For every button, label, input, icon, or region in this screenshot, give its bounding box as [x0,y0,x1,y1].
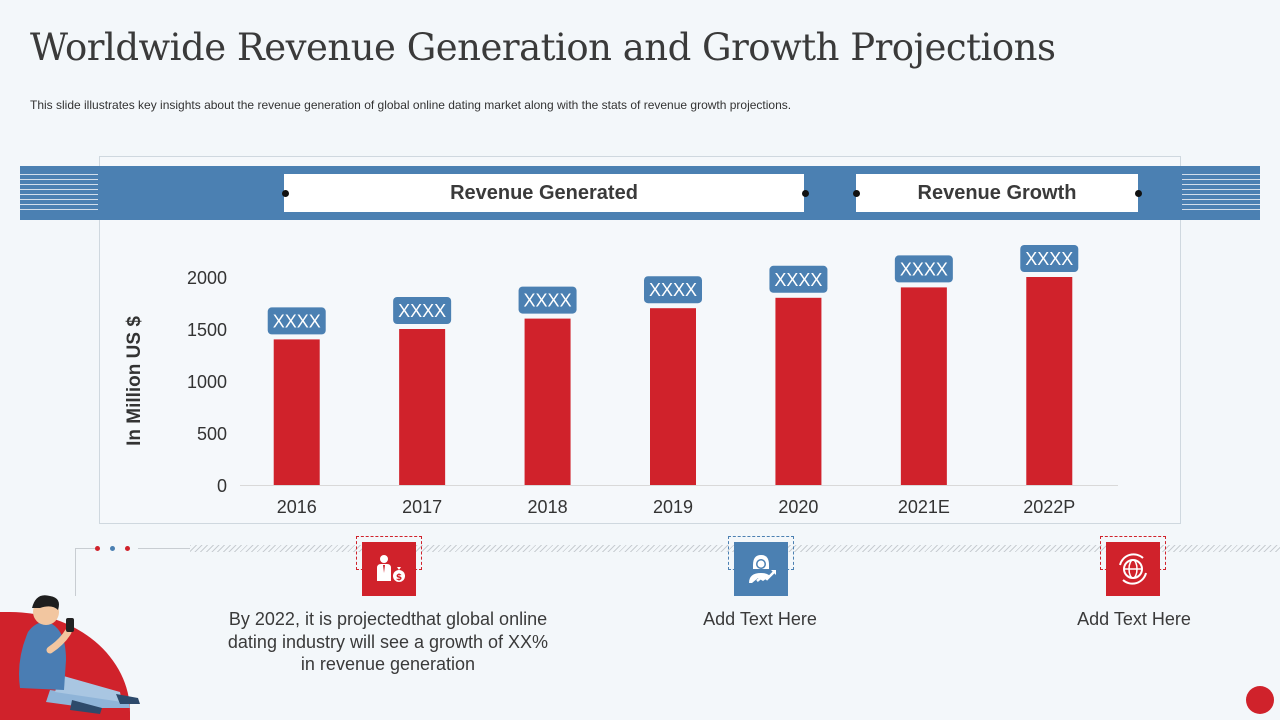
data-label: XXXX [774,270,822,290]
x-tick-label: 2016 [277,497,317,517]
connector-horizontal [75,548,95,549]
svg-text:$: $ [396,573,402,583]
data-label: XXXX [273,311,321,331]
decor-dot-red [95,546,100,551]
decor-dot-blue [110,546,115,551]
data-label: XXXX [524,291,572,311]
person-with-phone-illustration [19,595,140,714]
header-dot [853,190,860,197]
data-label-badge [894,255,953,283]
y-tick-label: 1000 [187,372,227,392]
data-label: XXXX [398,301,446,321]
data-label-badge [393,297,452,324]
x-tick-label: 2019 [653,497,693,517]
band-stripes-left [20,174,98,212]
y-axis-label: In Million US $ [124,316,145,446]
bar [1026,277,1073,485]
bar [399,329,446,485]
data-label-badge [644,276,702,304]
businessman-money-bag-icon: $ [362,542,416,596]
band-stripes-right [1182,174,1260,212]
y-tick-label: 0 [217,476,227,496]
decor-dot-red [125,546,130,551]
page-subtitle: This slide illustrates key insights abou… [30,98,792,112]
data-label: XXXX [1025,249,1073,269]
bar [650,308,696,485]
page-title: Worldwide Revenue Generation and Growth … [30,26,1056,69]
y-tick-label: 1500 [187,320,227,340]
bar [900,287,947,485]
y-tick-label: 2000 [187,268,227,288]
bottom-text-placeholder: Add Text Here [703,609,817,629]
y-tick-label: 500 [197,424,227,444]
bar [775,297,822,485]
x-tick-label: 2018 [528,497,568,517]
bar [273,339,320,485]
globe-refresh-icon [1106,542,1160,596]
data-label-badge [1020,245,1079,272]
header-dot [1135,190,1142,197]
connector-vertical [75,548,76,596]
data-label: XXXX [649,280,697,300]
header-dot [802,190,809,197]
woman-growth-chart-icon [734,542,788,596]
data-label-badge [267,307,326,335]
x-tick-label: 2020 [778,497,818,517]
x-tick-label: 2022P [1023,497,1075,517]
x-tick-label: 2017 [402,497,442,517]
connector-line [138,548,190,549]
decor-circle [1246,686,1274,714]
bar [524,318,571,485]
header-dot [282,190,289,197]
x-tick-label: 2021E [898,497,950,517]
bottom-text-projection: By 2022, it is projectedthat global onli… [227,609,549,674]
revenue-growth-header: Revenue Growth [856,174,1138,212]
bottom-text-placeholder: Add Text Here [1077,609,1191,629]
revenue-generated-header: Revenue Generated [284,174,804,212]
data-label: XXXX [900,259,948,279]
data-label-badge [769,265,828,293]
data-label-badge [518,286,577,314]
